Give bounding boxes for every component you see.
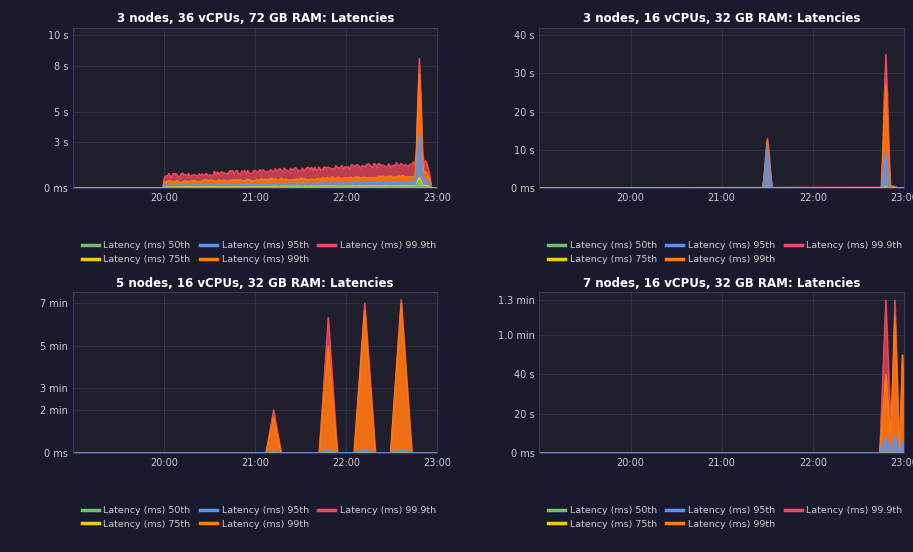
Title: 3 nodes, 36 vCPUs, 72 GB RAM: Latencies: 3 nodes, 36 vCPUs, 72 GB RAM: Latencies: [117, 12, 394, 25]
Legend: Latency (ms) 50th, Latency (ms) 75th, Latency (ms) 95th, Latency (ms) 99th, Late: Latency (ms) 50th, Latency (ms) 75th, La…: [544, 502, 907, 533]
Legend: Latency (ms) 50th, Latency (ms) 75th, Latency (ms) 95th, Latency (ms) 99th, Late: Latency (ms) 50th, Latency (ms) 75th, La…: [544, 237, 907, 268]
Title: 5 nodes, 16 vCPUs, 32 GB RAM: Latencies: 5 nodes, 16 vCPUs, 32 GB RAM: Latencies: [117, 277, 394, 290]
Title: 7 nodes, 16 vCPUs, 32 GB RAM: Latencies: 7 nodes, 16 vCPUs, 32 GB RAM: Latencies: [583, 277, 860, 290]
Legend: Latency (ms) 50th, Latency (ms) 75th, Latency (ms) 95th, Latency (ms) 99th, Late: Latency (ms) 50th, Latency (ms) 75th, La…: [78, 237, 440, 268]
Legend: Latency (ms) 50th, Latency (ms) 75th, Latency (ms) 95th, Latency (ms) 99th, Late: Latency (ms) 50th, Latency (ms) 75th, La…: [78, 502, 440, 533]
Title: 3 nodes, 16 vCPUs, 32 GB RAM: Latencies: 3 nodes, 16 vCPUs, 32 GB RAM: Latencies: [583, 12, 860, 25]
